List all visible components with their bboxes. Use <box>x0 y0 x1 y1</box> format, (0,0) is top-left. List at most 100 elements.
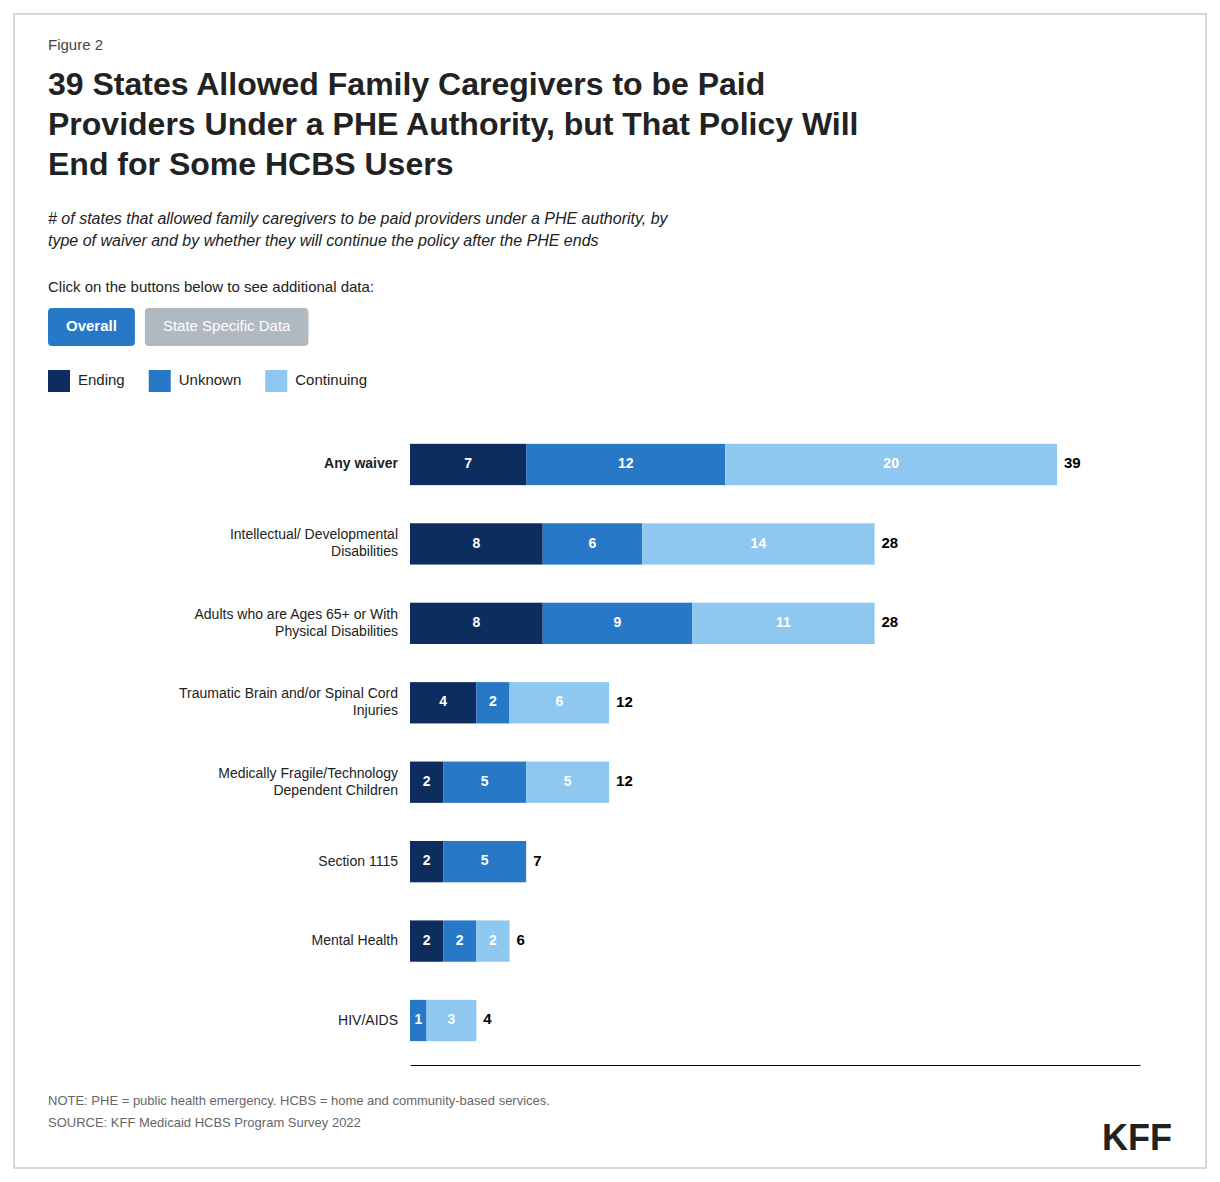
data-label: 6 <box>589 535 597 551</box>
y-tick-label: Section 1115 <box>318 852 398 868</box>
bar-segment <box>476 682 509 723</box>
subtitle-line: # of states that allowed family caregive… <box>48 210 669 227</box>
data-label: 1 <box>414 1011 422 1027</box>
y-tick-label-line: Mental Health <box>312 932 398 948</box>
data-label: 3 <box>448 1011 456 1027</box>
note: SOURCE: KFF Medicaid HCBS Program Survey… <box>48 1115 361 1130</box>
legend-swatch <box>149 370 171 392</box>
chart-svg: Figure 2 39 States Allowed Family Caregiv… <box>0 0 1220 1182</box>
legend-swatch <box>48 370 70 392</box>
y-tick: Mental Health <box>312 932 410 948</box>
bars <box>410 444 1057 1041</box>
data-label: 2 <box>456 932 464 948</box>
y-tick-label-line: Section 1115 <box>318 852 398 868</box>
data-label: 7 <box>464 455 472 471</box>
y-tick-label: Any waiver <box>324 455 398 471</box>
data-label: 2 <box>423 852 431 868</box>
data-label: 14 <box>751 535 767 551</box>
bar-segment <box>476 920 509 961</box>
data-label: 2 <box>423 773 431 789</box>
legend-swatch <box>265 370 287 392</box>
y-tick-label-line: Disabilities <box>331 543 398 559</box>
total-label: 4 <box>483 1010 492 1027</box>
bar-segment <box>510 682 610 723</box>
bar-segment <box>692 603 875 644</box>
bar-segment <box>725 444 1057 485</box>
instruction: Click on the buttons below to see additi… <box>48 278 374 295</box>
y-tick-label-line: Traumatic Brain and/or Spinal Cord <box>179 685 398 701</box>
bar-segment <box>427 1000 477 1041</box>
data-label: 2 <box>423 932 431 948</box>
total-label: 7 <box>533 852 541 869</box>
data-label: 5 <box>481 852 489 868</box>
bar-segment <box>410 682 476 723</box>
note: NOTE: PHE = public health emergency. HCB… <box>48 1093 550 1108</box>
bar-segment <box>526 444 725 485</box>
y-tick-label-line: Dependent Children <box>273 781 398 797</box>
button[interactable]: Overall <box>48 308 135 346</box>
data-labels: 788422212692552120141165233928281212764 <box>414 454 1080 1027</box>
data-label: 5 <box>481 773 489 789</box>
button[interactable]: State Specific Data <box>145 308 309 346</box>
bar-segment <box>410 603 543 644</box>
data-label: 2 <box>489 693 497 709</box>
bar-segment <box>526 762 609 803</box>
title: 39 States Allowed Family Caregivers to b… <box>48 66 858 182</box>
y-tick-label: Intellectual/ DevelopmentalDisabilities <box>230 526 398 559</box>
y-tick-label: Traumatic Brain and/or Spinal CordInjuri… <box>179 685 398 718</box>
y-tick-label-line: Adults who are Ages 65+ or With <box>195 606 399 622</box>
subtitle: # of states that allowed family caregive… <box>48 210 669 249</box>
y-tick-label-line: Medically Fragile/Technology <box>218 764 398 780</box>
y-tick-label-line: Physical Disabilities <box>275 623 398 639</box>
y-tick: Intellectual/ DevelopmentalDisabilities <box>230 526 410 559</box>
title-line: 39 States Allowed Family Caregivers to b… <box>48 66 765 102</box>
logo: KFF <box>1102 1117 1172 1158</box>
total-label: 12 <box>616 772 633 789</box>
data-label: 5 <box>564 773 572 789</box>
data-label: 2 <box>489 932 497 948</box>
figure-label: Figure 2 <box>48 36 103 53</box>
total-label: 6 <box>517 931 525 948</box>
y-tick-label: Medically Fragile/TechnologyDependent Ch… <box>218 764 398 797</box>
title-line: End for Some HCBS Users <box>48 146 453 182</box>
y-tick: Any waiver <box>324 455 410 471</box>
total-label: 28 <box>882 534 899 551</box>
bar-segment <box>410 841 443 882</box>
data-label: 9 <box>613 614 621 630</box>
title-line: Providers Under a PHE Authority, but Tha… <box>48 106 858 142</box>
bar-segment <box>410 1000 427 1041</box>
data-label: 11 <box>776 614 791 630</box>
button-label[interactable]: Overall <box>66 317 117 334</box>
x-axis <box>411 1065 1141 1066</box>
data-label: 4 <box>439 693 447 709</box>
y-tick-label-line: HIV/AIDS <box>338 1011 398 1027</box>
button-background[interactable] <box>145 308 309 346</box>
bar-segment <box>410 762 443 803</box>
bar-segment <box>443 841 526 882</box>
y-tick: Traumatic Brain and/or Spinal CordInjuri… <box>179 685 410 718</box>
bar-segment <box>410 523 543 564</box>
button-background[interactable] <box>48 308 135 346</box>
bar-segment <box>543 603 692 644</box>
y-tick-label-line: Any waiver <box>324 455 398 471</box>
y-tick-label: Mental Health <box>312 932 398 948</box>
y-tick-label: HIV/AIDS <box>338 1011 398 1027</box>
bar-segment <box>443 920 476 961</box>
y-tick: Section 1115 <box>318 852 410 868</box>
bar-segment <box>543 523 643 564</box>
data-label: 20 <box>883 455 899 471</box>
page-border <box>14 14 1206 1168</box>
y-tick-label-line: Injuries <box>353 702 398 718</box>
subtitle-line: type of waiver and by whether they will … <box>48 232 599 249</box>
total-label: 12 <box>616 693 633 710</box>
data-label: 12 <box>618 455 634 471</box>
bar-segment <box>410 920 443 961</box>
y-tick: Adults who are Ages 65+ or WithPhysical … <box>195 606 411 639</box>
legend-label: Continuing <box>295 371 367 388</box>
button-label[interactable]: State Specific Data <box>163 317 291 334</box>
y-tick: HIV/AIDS <box>338 1011 410 1027</box>
total-label: 28 <box>882 613 899 630</box>
y-tick-label-line: Intellectual/ Developmental <box>230 526 398 542</box>
legend-label: Unknown <box>179 371 242 388</box>
bar-segment <box>410 444 526 485</box>
